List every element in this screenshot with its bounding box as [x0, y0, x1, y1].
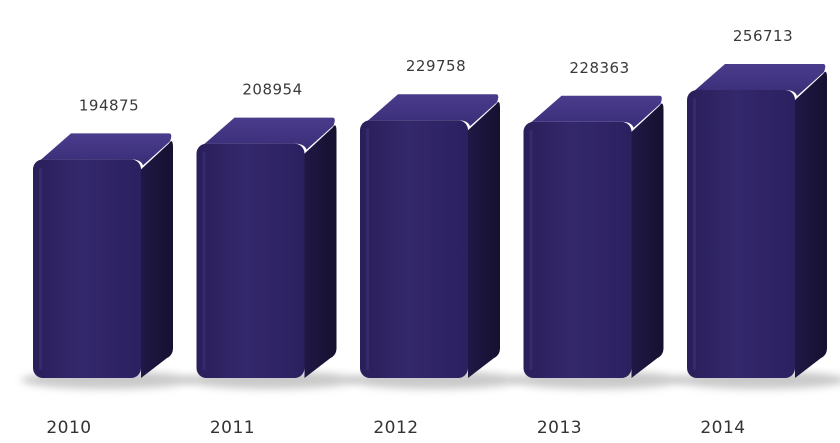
- bar-2013: [523, 95, 664, 378]
- x-tick-label: 2014: [700, 418, 745, 438]
- bar-side-face: [468, 101, 500, 379]
- bar-highlight: [529, 129, 533, 370]
- bar-top-face: [693, 64, 826, 96]
- bar-top-face: [202, 117, 335, 150]
- x-tick-label: 2013: [537, 418, 582, 438]
- bar-front-face: [196, 143, 305, 378]
- bar-side-face: [631, 103, 664, 378]
- bar-side-face: [795, 71, 827, 378]
- x-tick-label: 2012: [373, 418, 418, 438]
- data-label: 229758: [406, 57, 466, 75]
- bar-2012: [360, 94, 500, 379]
- bars: [33, 64, 827, 379]
- data-label: 208954: [242, 81, 302, 99]
- bar-top-face: [366, 94, 499, 127]
- bar-highlight: [39, 167, 42, 370]
- bar-side-face: [141, 141, 173, 378]
- bar-2011: [196, 117, 337, 378]
- bar-highlight: [202, 151, 206, 370]
- data-label: 194875: [79, 96, 139, 114]
- bar-front-face: [687, 90, 795, 378]
- value-labels: 194875 208954 229758 228363 256713: [79, 27, 793, 114]
- category-labels: 2010 2011 2012 2013 2014: [46, 418, 745, 438]
- data-label: 228363: [569, 59, 629, 77]
- bar-front-face: [523, 121, 632, 378]
- bar-highlight: [693, 98, 696, 370]
- bar-top-face: [39, 133, 172, 166]
- bar-side-face: [304, 125, 337, 378]
- bar-2010: [33, 133, 173, 378]
- bar-front-face: [360, 120, 468, 379]
- data-label: 256713: [733, 27, 793, 45]
- bar-2014: [687, 64, 827, 378]
- bar-front-face: [33, 159, 141, 378]
- x-tick-label: 2011: [210, 418, 255, 438]
- x-tick-label: 2010: [46, 418, 91, 438]
- bar-highlight: [366, 128, 369, 370]
- bar-top-face: [529, 95, 662, 128]
